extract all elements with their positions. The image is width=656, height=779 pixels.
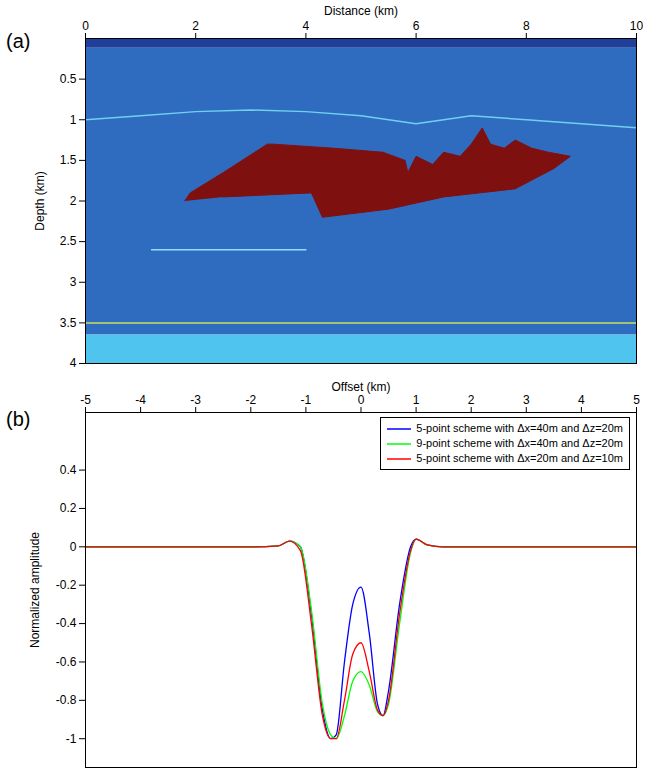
html-text:9-point scheme with Δx=40m and: 9-point scheme with Δx=40m and Δz=20m xyxy=(416,437,623,449)
svg-text:1: 1 xyxy=(70,113,77,127)
svg-text:-0.4: -0.4 xyxy=(56,616,77,630)
svg-text:0.4: 0.4 xyxy=(60,463,77,477)
svg-text:-3: -3 xyxy=(190,393,201,407)
svg-text:Depth (km): Depth (km) xyxy=(33,171,47,230)
html-text:5-point scheme with Δx=20m and: 5-point scheme with Δx=20m and Δz=10m xyxy=(416,452,623,464)
svg-text:0: 0 xyxy=(82,19,89,33)
svg-text:10: 10 xyxy=(630,19,644,33)
svg-text:2: 2 xyxy=(192,19,199,33)
svg-text:6: 6 xyxy=(413,19,420,33)
svg-text:1.5: 1.5 xyxy=(60,153,77,167)
svg-text:5: 5 xyxy=(633,393,640,407)
svg-text:0: 0 xyxy=(358,393,365,407)
svg-text:4: 4 xyxy=(578,393,585,407)
svg-text:-1: -1 xyxy=(301,393,312,407)
svg-text:-0.2: -0.2 xyxy=(56,578,77,592)
svg-text:-2: -2 xyxy=(245,393,256,407)
svg-text:1: 1 xyxy=(413,393,420,407)
svg-text:Normalized amplitude: Normalized amplitude xyxy=(28,532,42,648)
svg-text:-1: -1 xyxy=(66,732,77,746)
svg-text:Offset (km): Offset (km) xyxy=(331,380,390,394)
html-text:5-point scheme with Δx=40m and: 5-point scheme with Δx=40m and Δz=20m xyxy=(416,422,623,434)
svg-text:3.5: 3.5 xyxy=(60,316,77,330)
svg-text:0.2: 0.2 xyxy=(60,501,77,515)
svg-text:2: 2 xyxy=(468,393,475,407)
svg-text:0: 0 xyxy=(70,540,77,554)
svg-text:8: 8 xyxy=(523,19,530,33)
svg-text:Distance (km): Distance (km) xyxy=(324,4,398,18)
html-text:(a): (a) xyxy=(6,30,31,52)
svg-text:-0.6: -0.6 xyxy=(56,655,77,669)
svg-text:-4: -4 xyxy=(135,393,146,407)
svg-text:-0.8: -0.8 xyxy=(56,693,77,707)
svg-text:4: 4 xyxy=(303,19,310,33)
svg-text:4: 4 xyxy=(70,356,77,370)
svg-text:0.5: 0.5 xyxy=(60,72,77,86)
svg-text:2: 2 xyxy=(70,194,77,208)
html-text:(b): (b) xyxy=(6,408,31,430)
svg-text:3: 3 xyxy=(70,275,77,289)
svg-text:2.5: 2.5 xyxy=(60,234,77,248)
svg-text:-5: -5 xyxy=(80,393,91,407)
svg-text:3: 3 xyxy=(523,393,530,407)
